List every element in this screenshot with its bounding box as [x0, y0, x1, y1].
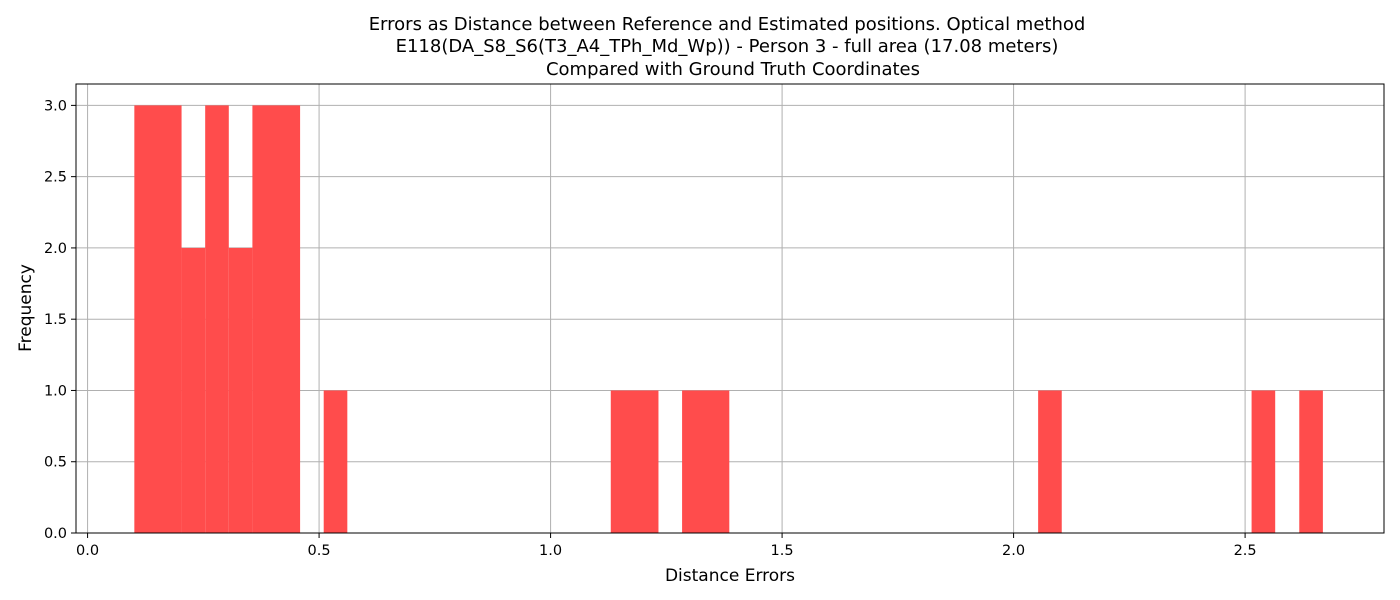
histogram-bar-10: [1299, 390, 1323, 533]
y-axis-ticks: 0.0 0.5 1.0 1.5 2.0 2.5 3.0: [44, 98, 76, 542]
histogram-bar-0: [134, 105, 182, 533]
histogram-bar-7: [682, 390, 730, 533]
histogram-bars: [134, 105, 1323, 533]
histogram-bar-6: [610, 390, 659, 533]
x-tick-label-2: 1.0: [539, 543, 562, 559]
x-axis-ticks: 0.0 0.5 1.0 1.5 2.0 2.5: [76, 533, 1257, 559]
x-tick-label-5: 2.5: [1234, 543, 1257, 559]
plot-frame: [75, 83, 1385, 534]
y-tick-label-6: 3.0: [44, 98, 67, 114]
y-tick-label-3: 1.5: [44, 312, 67, 328]
x-axis-label: Distance Errors: [665, 566, 795, 586]
histogram-bar-8: [1038, 390, 1062, 533]
x-tick-label-1: 0.5: [308, 543, 331, 559]
y-tick-label-0: 0.0: [44, 526, 67, 542]
chart-title: Errors as Distance between Reference and…: [369, 14, 1086, 80]
x-tick-label-3: 1.5: [771, 543, 794, 559]
y-tick-label-1: 0.5: [44, 455, 67, 471]
histogram-bar-9: [1251, 390, 1276, 533]
chart-title-line-1: Errors as Distance between Reference and…: [369, 14, 1086, 35]
chart-title-line-2: E118(DA_S8_S6(T3_A4_TPh_Md_Wp)) - Person…: [396, 36, 1059, 57]
y-tick-label-5: 2.5: [44, 170, 67, 186]
x-tick-label-4: 2.0: [1002, 543, 1025, 559]
histogram-bar-4: [252, 105, 301, 533]
histogram-bar-3: [228, 247, 253, 533]
histogram-bar-5: [323, 390, 348, 533]
y-tick-label-2: 1.0: [44, 383, 67, 399]
y-axis-label: Frequency: [16, 264, 36, 352]
histogram-bar-1: [181, 247, 206, 533]
x-tick-label-0: 0.0: [76, 543, 99, 559]
histogram-bar-2: [205, 105, 229, 533]
y-tick-label-4: 2.0: [44, 241, 67, 257]
chart-title-line-3: Compared with Ground Truth Coordinates: [546, 59, 920, 80]
